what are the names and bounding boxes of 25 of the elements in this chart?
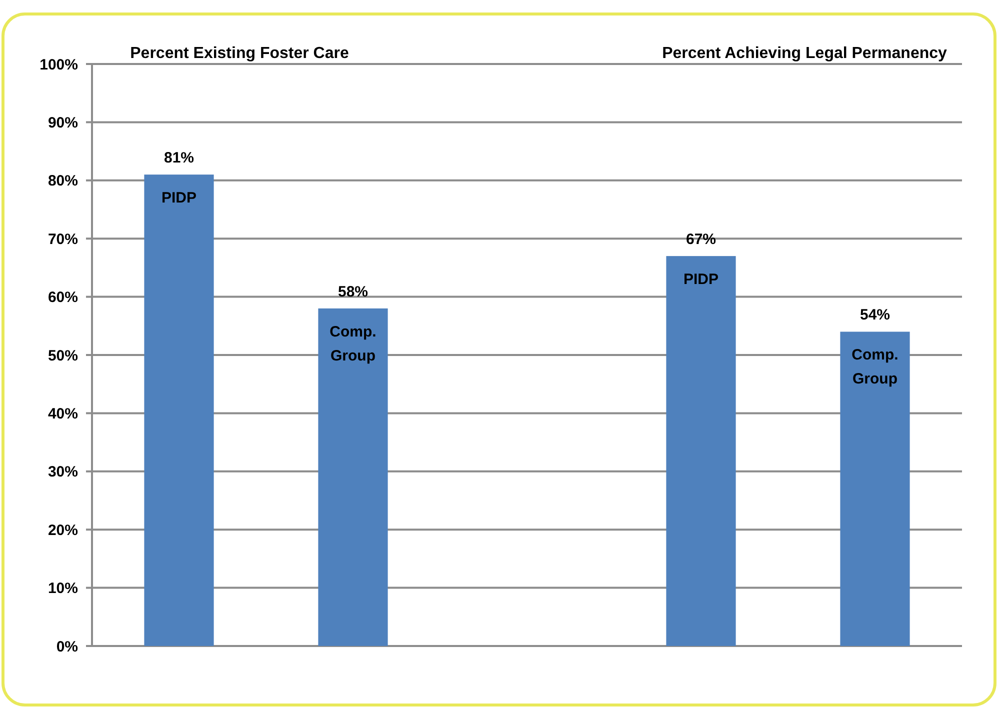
y-tick-label: 10%: [48, 580, 78, 598]
y-tick-label: 50%: [48, 347, 78, 364]
text: Percent Achieving Legal Permanency: [662, 45, 948, 62]
bar: [666, 256, 736, 646]
data-label: 67%: [686, 231, 716, 248]
x-tick-label: PIDP: [161, 190, 197, 207]
y-tick-label: 40%: [48, 405, 78, 422]
x-tick-label: Comp. Group: [852, 346, 898, 388]
y-tick-label: 20%: [48, 522, 78, 539]
y-tick-label: 60%: [48, 289, 78, 306]
data-label: 58%: [338, 283, 368, 300]
bar: [840, 332, 910, 646]
bar: [318, 308, 388, 646]
y-tick-label: 70%: [48, 230, 78, 248]
x-tick-label: PIDP: [683, 271, 719, 288]
bar: [144, 174, 214, 646]
data-label: 81%: [164, 150, 194, 167]
x-tick-label: Comp. Group: [330, 323, 376, 364]
y-tick-label: 90%: [48, 114, 78, 132]
y-tick-label: 80%: [48, 172, 78, 190]
data-label: 54%: [860, 306, 890, 324]
y-tick-label: 0%: [56, 638, 78, 656]
text: Percent Existing Foster Care: [130, 45, 349, 62]
y-tick-label: 30%: [48, 464, 78, 481]
y-tick-label: 100%: [40, 56, 78, 74]
